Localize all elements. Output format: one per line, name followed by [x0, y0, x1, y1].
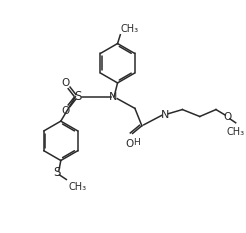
Text: N: N	[161, 110, 169, 120]
Text: S: S	[53, 166, 60, 179]
Text: O: O	[223, 112, 232, 121]
Text: H: H	[133, 138, 140, 147]
Text: N: N	[109, 92, 117, 102]
Text: CH₃: CH₃	[69, 182, 87, 192]
Text: CH₃: CH₃	[227, 127, 245, 137]
Text: O: O	[62, 78, 70, 88]
Text: CH₃: CH₃	[121, 24, 139, 34]
Text: O: O	[62, 106, 70, 116]
Text: O: O	[125, 138, 134, 148]
Text: S: S	[75, 90, 82, 103]
